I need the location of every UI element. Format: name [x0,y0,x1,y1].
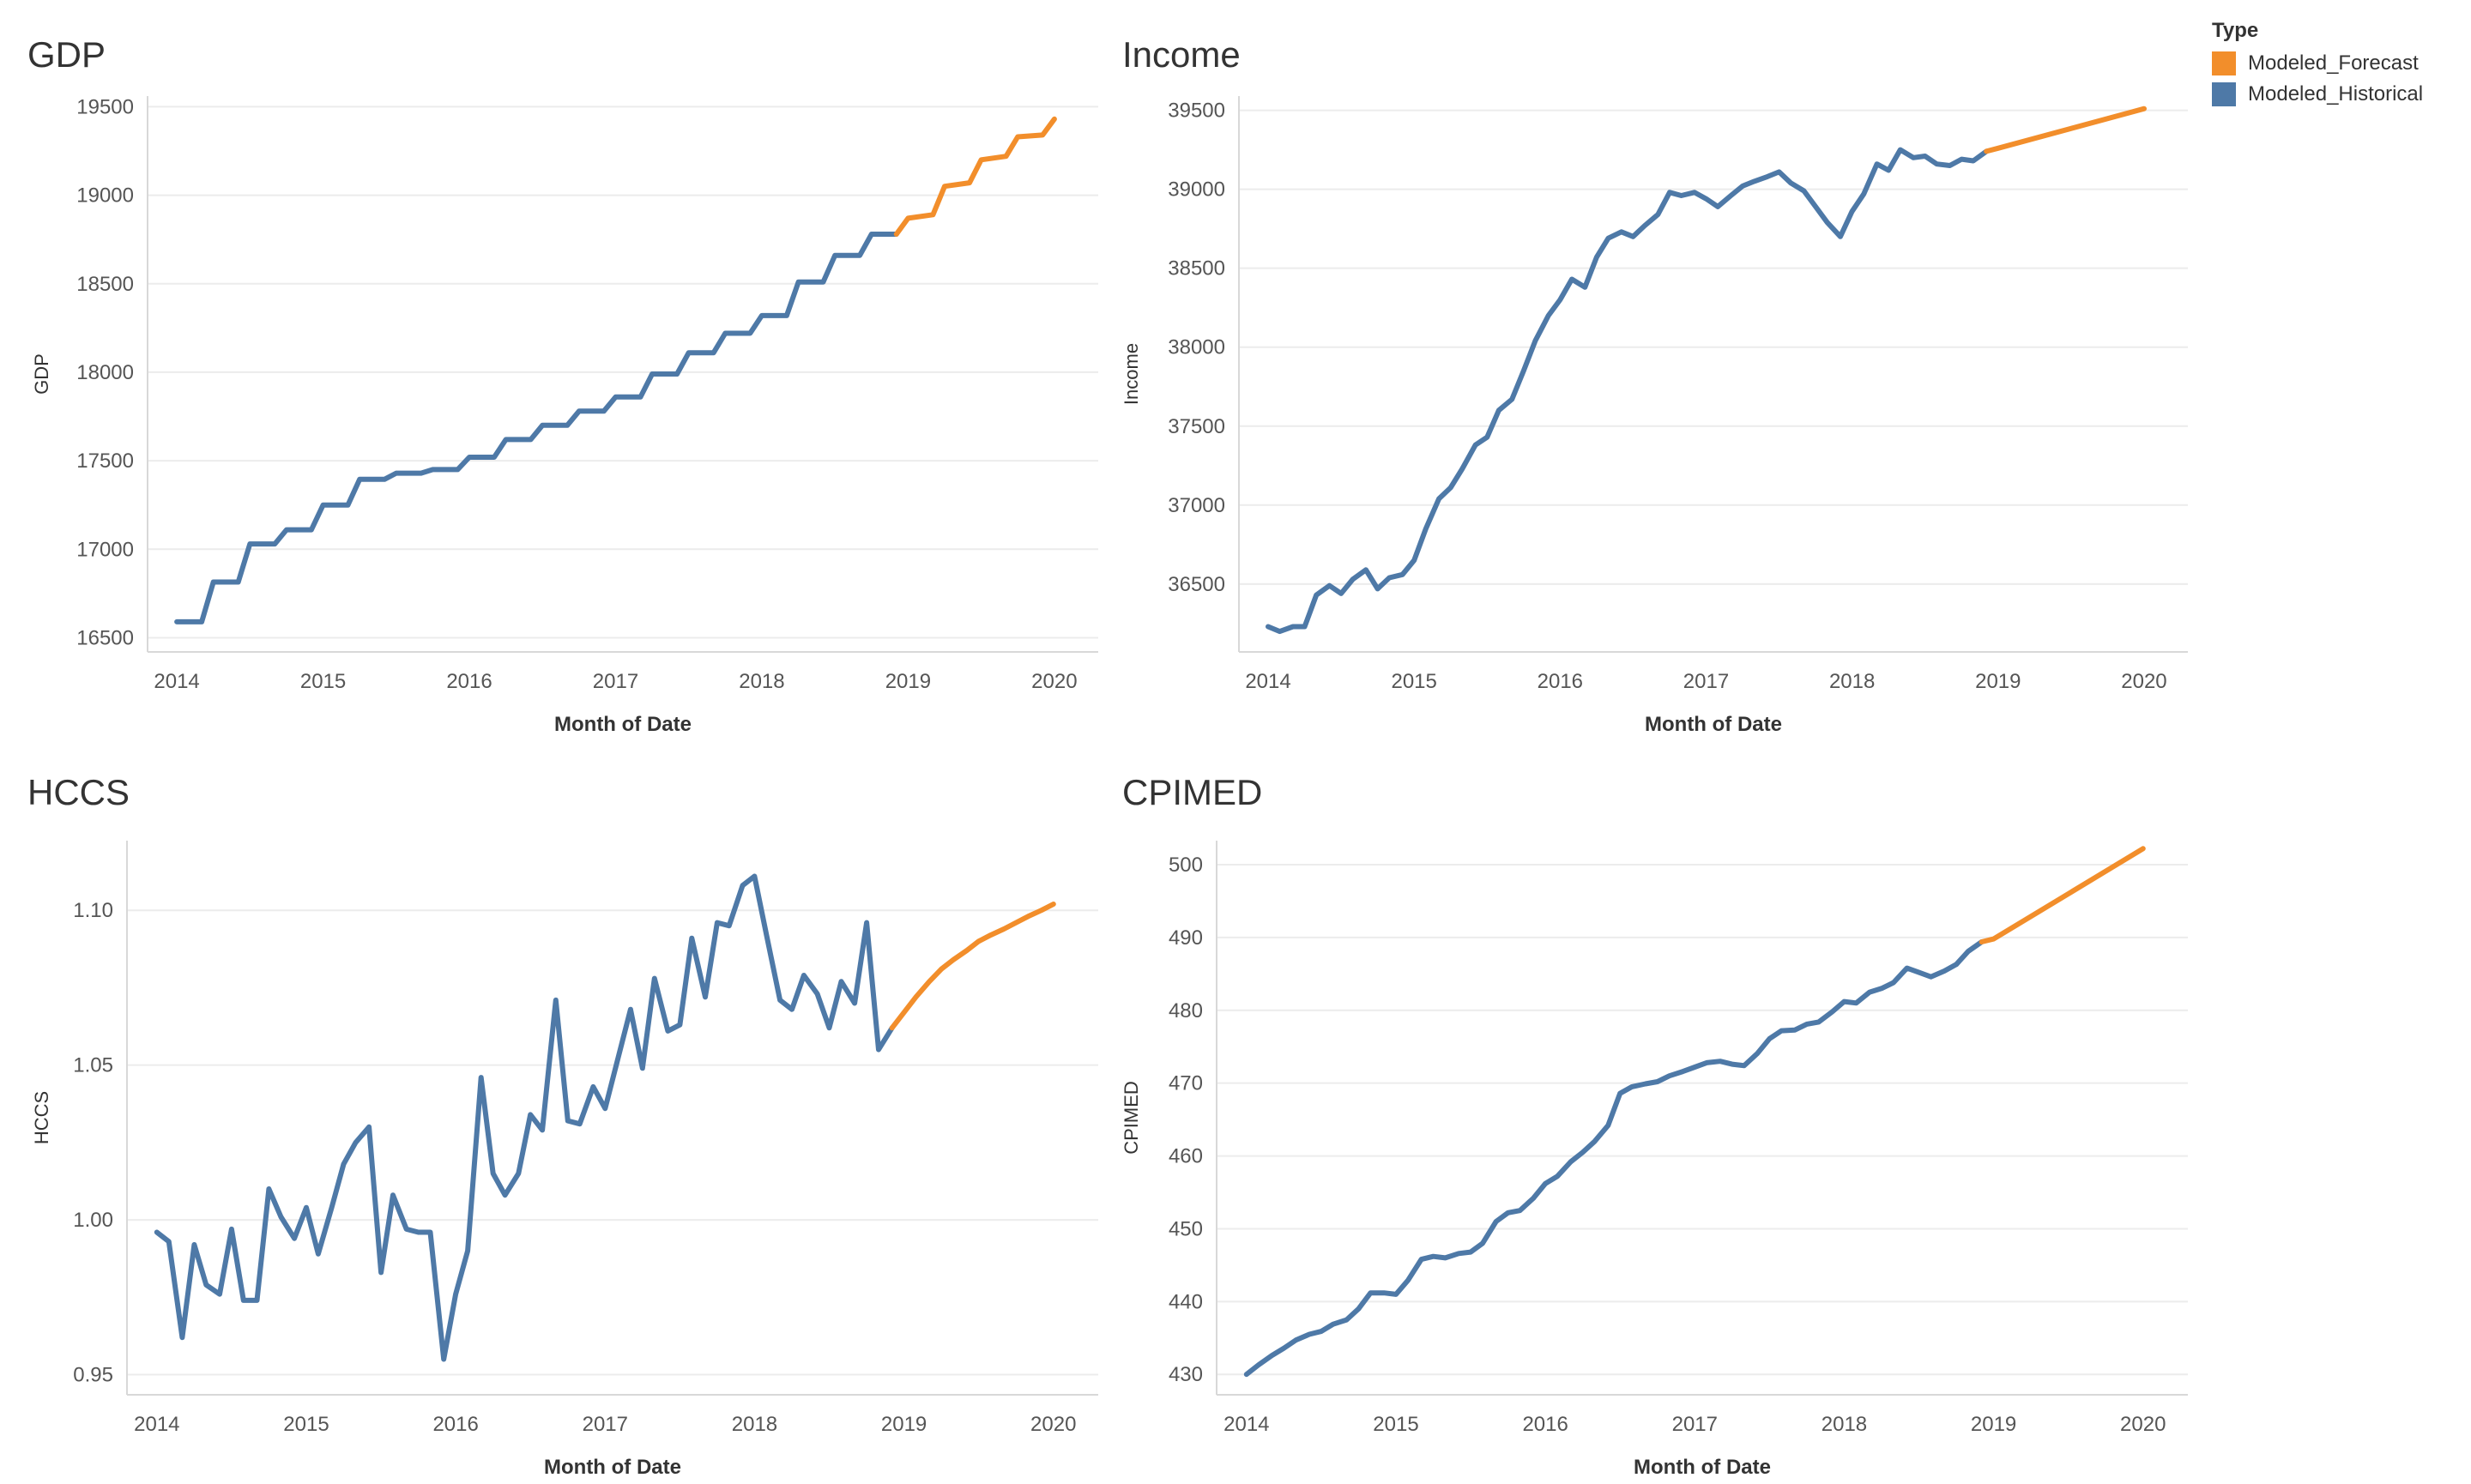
x-tick-label: 2020 [1030,1413,1076,1436]
y-tick-label: 18500 [76,273,134,296]
y-tick-label: 19000 [76,184,134,208]
legend-item-forecast[interactable]: Modeled_Forecast [2212,51,2423,75]
x-tick-label: 2016 [432,1413,478,1436]
x-axis-title: Month of Date [1645,713,1782,736]
chart-cpimed: CPIMED 430 440 450 460 470 480 490 500 2014 2015 20… [1121,772,2188,1479]
x-tick-label: 2015 [1373,1413,1418,1436]
legend-swatch-forecast [2212,51,2236,75]
y-axis-title: GDP [31,353,52,395]
y-axis-title: Income [1121,343,1142,405]
y-tick-label: 38000 [1168,336,1225,359]
y-axis-title: CPIMED [1121,1081,1142,1155]
x-axis-title: Month of Date [1634,1456,1771,1479]
y-tick-label: 1.00 [73,1209,113,1232]
chart-title: GDP [27,34,106,75]
x-tick-label: 2014 [1223,1413,1269,1436]
y-tick-label: 38500 [1168,257,1225,281]
x-tick-label: 2016 [1522,1413,1568,1436]
x-tick-label: 2019 [885,670,931,693]
series-line-forecast [893,116,1057,237]
y-tick-label: 480 [1169,999,1203,1023]
series-line-forecast [1979,846,2146,944]
legend-label-historical: Modeled_Historical [2248,82,2424,106]
x-tick-label: 2020 [2120,1413,2166,1436]
series-line-historical [1266,147,1990,635]
x-tick-label: 2015 [283,1413,329,1436]
chart-hccs: HCCS 0.95 1.00 1.05 1.10 2014 2015 2016 2017 2018… [27,772,1098,1479]
legend-item-historical[interactable]: Modeled_Historical [2212,82,2423,106]
y-tick-label: 37500 [1168,415,1225,438]
x-tick-label: 2017 [1683,670,1729,693]
y-tick-label: 490 [1169,926,1203,950]
x-tick-label: 2014 [1245,670,1290,693]
y-tick-label: 450 [1169,1217,1203,1240]
x-tick-label: 2019 [1971,1413,2016,1436]
x-tick-label: 2018 [1829,670,1875,693]
y-tick-label: 1.05 [73,1054,113,1077]
x-axis-title: Month of Date [554,713,692,736]
y-tick-label: 430 [1169,1363,1203,1386]
x-tick-label: 2019 [881,1413,927,1436]
y-tick-label: 17000 [76,538,134,561]
x-tick-label: 2014 [154,670,199,693]
series-line-forecast [889,902,1056,1031]
y-tick-label: 470 [1169,1072,1203,1095]
chart-title: CPIMED [1122,772,1262,812]
chart-title: Income [1122,34,1241,75]
y-tick-label: 440 [1169,1290,1203,1313]
x-tick-label: 2020 [1031,670,1077,693]
x-tick-label: 2016 [446,670,492,693]
y-tick-label: 0.95 [73,1364,113,1387]
y-tick-label: 500 [1169,854,1203,877]
x-axis-title: Month of Date [544,1456,681,1479]
y-tick-label: 17500 [76,449,134,473]
y-tick-label: 36500 [1168,573,1225,596]
x-tick-label: 2018 [739,670,784,693]
y-tick-label: 37000 [1168,494,1225,517]
chart-income: Income 36500 37000 37500 38000 38500 39000 3950… [1121,34,2188,736]
legend: Type Modeled_Forecast Modeled_Historical [2212,19,2423,113]
x-tick-label: 2017 [1672,1413,1718,1436]
legend-title: Type [2212,19,2259,42]
series-line-historical [174,232,899,624]
y-tick-label: 460 [1169,1145,1203,1168]
legend-swatch-historical [2212,82,2236,106]
x-tick-label: 2016 [1538,670,1583,693]
x-tick-label: 2018 [1822,1413,1867,1436]
y-tick-label: 39000 [1168,178,1225,202]
x-tick-label: 2014 [134,1413,179,1436]
y-tick-label: 16500 [76,626,134,649]
series-line-historical [154,873,895,1362]
x-tick-label: 2015 [1391,670,1436,693]
y-tick-label: 18000 [76,361,134,384]
chart-gdp: GDP 16500 17000 17500 18000 18500 19000 19500 20… [27,34,1098,736]
x-tick-label: 2015 [300,670,346,693]
y-tick-label: 19500 [76,95,134,118]
series-line-historical [1243,939,1985,1378]
y-axis-title: HCCS [31,1091,52,1144]
x-tick-label: 2018 [732,1413,777,1436]
x-tick-label: 2019 [1975,670,2021,693]
legend-label-forecast: Modeled_Forecast [2248,51,2419,75]
x-tick-label: 2020 [2121,670,2166,693]
x-tick-label: 2017 [583,1413,628,1436]
series-line-forecast [1984,106,2147,154]
y-tick-label: 1.10 [73,899,113,922]
y-tick-label: 39500 [1168,100,1225,123]
x-tick-label: 2017 [593,670,638,693]
chart-title: HCCS [27,772,130,812]
